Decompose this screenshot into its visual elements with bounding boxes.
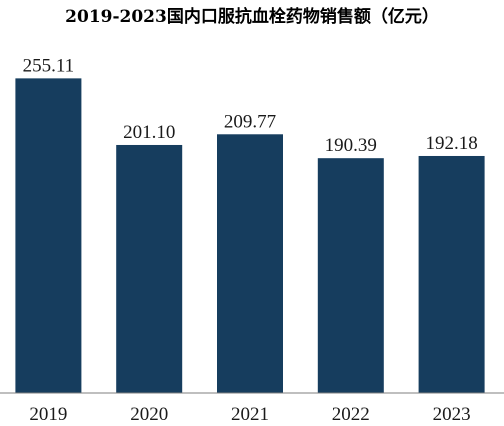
x-tick-label-2021: 2021	[231, 404, 269, 425]
x-tick-labels-group: 2019 2020 2021 2022 2023	[29, 404, 470, 425]
bar-2022	[317, 158, 384, 393]
bars-group	[15, 78, 485, 394]
bar-2020	[116, 144, 183, 393]
data-label-2020: 201.10	[123, 122, 175, 143]
x-tick-label-2023: 2023	[433, 404, 471, 425]
x-tick-label-2020: 2020	[130, 404, 168, 425]
data-label-2023: 192.18	[425, 133, 477, 154]
bar-2019	[15, 78, 82, 394]
x-tick-label-2019: 2019	[29, 404, 67, 425]
x-tick-label-2022: 2022	[332, 404, 370, 425]
data-labels-group: 255.11 201.10 209.77 190.39 192.18	[23, 55, 478, 156]
data-label-2021: 209.77	[224, 111, 276, 132]
bar-2021	[217, 134, 283, 393]
bar-2023	[418, 155, 485, 393]
data-label-2019: 255.11	[23, 55, 75, 76]
chart-title: 2019-2023国内口服抗血栓药物销售额（亿元）	[65, 7, 439, 27]
data-label-2022: 190.39	[325, 135, 377, 156]
